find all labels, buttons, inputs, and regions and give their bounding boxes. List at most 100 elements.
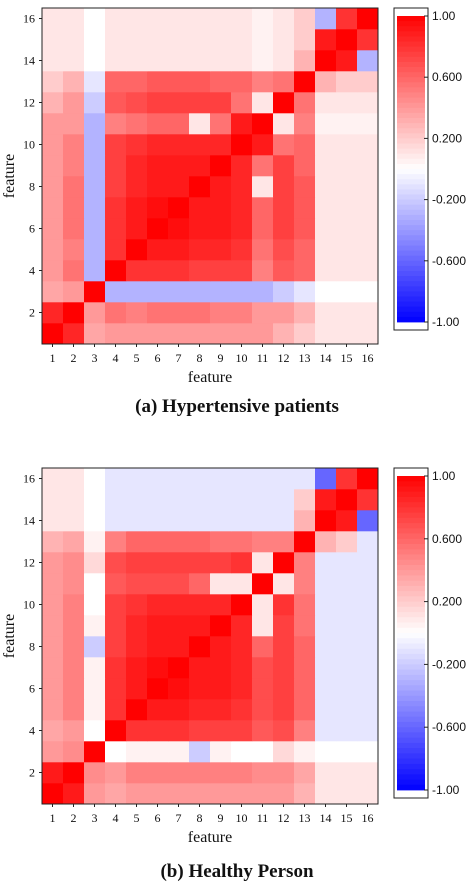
colorbar-segment: [397, 758, 425, 765]
heatmap-cell: [273, 281, 295, 303]
heatmap-cell: [231, 281, 253, 303]
heatmap-cell: [84, 71, 106, 93]
x-tick-labels: 1 2 3 4 5 6 7 8 9 10 11 12 13 14 15 16: [50, 804, 374, 825]
colorbar-segment: [397, 737, 425, 744]
y-tick-labels: 2 4 6 8 10 12 14 16: [23, 472, 42, 780]
heatmap-cell: [168, 489, 190, 511]
colorbar-tick-label: 1.00: [432, 469, 456, 483]
heatmap-cell: [336, 468, 358, 490]
heatmap-cell: [168, 176, 190, 198]
colorbar-tick-label: -0.600: [432, 720, 466, 734]
heatmap-cell: [294, 239, 316, 261]
colorbar-tick-label: -0.200: [432, 193, 466, 207]
heatmap-cell: [273, 510, 295, 532]
colorbar-segment: [397, 612, 425, 618]
heatmap-cell: [273, 636, 295, 658]
heatmap-cell: [147, 302, 169, 324]
colorbar-segment: [397, 51, 425, 58]
heatmap-cell: [336, 71, 358, 93]
heatmap-cell: [210, 239, 232, 261]
heatmap-cell: [315, 8, 337, 30]
heatmap-cell: [231, 50, 253, 72]
heatmap-cell: [294, 489, 316, 511]
heatmap-cell: [210, 260, 232, 282]
colorbar-segment: [397, 276, 425, 282]
heatmap-frame: [41, 7, 379, 345]
heatmap-cell: [126, 510, 148, 532]
y-tick-label: 14: [23, 514, 35, 528]
heatmap-cell: [294, 260, 316, 282]
heatmap-cell: [231, 636, 253, 658]
heatmap-cell: [189, 8, 211, 30]
colorbar-segment: [397, 286, 425, 292]
heatmap-cell: [105, 720, 127, 742]
heatmap-cell: [105, 197, 127, 219]
heatmap-cell: [189, 678, 211, 700]
x-tick-label: 5: [134, 811, 140, 825]
heatmap-cell: [231, 657, 253, 679]
heatmap-cell: [63, 134, 85, 156]
heatmap-cell: [336, 197, 358, 219]
heatmap-cell: [357, 741, 379, 763]
colorbar-segment: [397, 92, 425, 98]
colorbar-segment: [397, 26, 425, 32]
heatmap-cell: [273, 71, 295, 93]
heatmap-cell: [336, 29, 358, 51]
y-tick-label: 14: [23, 54, 35, 68]
heatmap-cell: [357, 29, 379, 51]
heatmap-cell: [84, 720, 106, 742]
colorbar-segment: [397, 87, 425, 93]
heatmap-cell: [336, 657, 358, 679]
heatmap-cell: [105, 302, 127, 324]
colorbar-segment: [397, 774, 425, 780]
heatmap-cell: [126, 468, 148, 490]
colorbar-segment: [397, 235, 425, 241]
heatmap-cell: [252, 573, 274, 595]
heatmap-cell: [294, 92, 316, 114]
heatmap-cell: [273, 197, 295, 219]
heatmap-cell: [231, 8, 253, 30]
heatmap-cell: [105, 323, 127, 345]
heatmap-cell: [315, 615, 337, 637]
heatmap-cell: [315, 197, 337, 219]
heatmap-cell: [210, 552, 232, 574]
heatmap-cell: [84, 281, 106, 303]
heatmap-cell: [357, 615, 379, 637]
x-tick-label: 9: [218, 811, 224, 825]
heatmap-cell: [210, 741, 232, 763]
y-axis-label: feature: [1, 614, 18, 658]
heatmap-cells: [42, 468, 379, 805]
heatmap-cell: [126, 155, 148, 177]
heatmap-cell: [189, 699, 211, 721]
heatmap-cell: [42, 260, 64, 282]
colorbar-segment: [397, 748, 425, 754]
colorbar-segment: [397, 169, 425, 175]
heatmap-cell: [273, 260, 295, 282]
heatmap-cell: [84, 50, 106, 72]
heatmap-cell: [273, 468, 295, 490]
heatmap-cell: [63, 260, 85, 282]
colorbar-segment: [397, 523, 425, 529]
heatmap-cell: [210, 8, 232, 30]
heatmap-cell: [84, 783, 106, 805]
heatmap-cell: [273, 239, 295, 261]
heatmap-cell: [273, 531, 295, 553]
heatmap-cell: [168, 281, 190, 303]
heatmap-cell: [168, 155, 190, 177]
heatmap-cell: [126, 489, 148, 511]
heatmap-cell: [357, 50, 379, 72]
colorbar-segment: [397, 769, 425, 775]
heatmap-cell: [315, 510, 337, 532]
heatmap-cell: [210, 678, 232, 700]
heatmap-cell: [147, 531, 169, 553]
colorbar-segment: [397, 580, 425, 587]
colorbar-segment: [397, 107, 425, 114]
heatmap-cell: [42, 155, 64, 177]
heatmap-cell: [252, 510, 274, 532]
heatmap-cell: [147, 134, 169, 156]
heatmap-cell: [315, 720, 337, 742]
heatmap-cell: [147, 594, 169, 616]
colorbar-segment: [397, 271, 425, 277]
heatmap-cell: [231, 741, 253, 763]
colorbar-segment: [397, 158, 425, 165]
